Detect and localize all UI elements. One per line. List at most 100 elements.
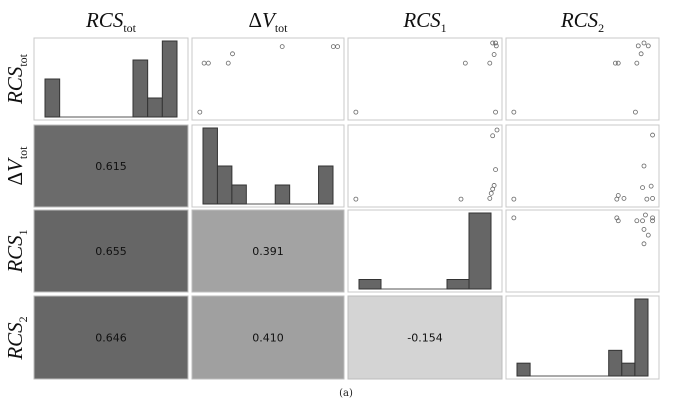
scatter-point <box>462 60 468 66</box>
column-label: RCStot <box>33 8 189 36</box>
correlation-value: -0.154 <box>407 332 442 345</box>
scatter-point <box>353 109 359 115</box>
delta-symbol: Δ <box>248 8 262 32</box>
scatter-point <box>635 43 641 49</box>
label-subscript: tot <box>123 21 136 35</box>
label-subscript: tot <box>274 21 288 35</box>
column-label: RCS2 <box>505 8 660 36</box>
panel-frame <box>191 37 345 121</box>
scatter-point <box>615 193 621 198</box>
histogram-bar <box>468 212 492 290</box>
correlation-cell <box>33 124 189 208</box>
scatter-point <box>645 43 651 49</box>
label-base: RCS <box>560 8 599 32</box>
scatter-point <box>650 218 655 224</box>
scatter-point <box>494 127 500 133</box>
histogram-bar <box>608 349 623 377</box>
histogram-bar <box>44 78 61 118</box>
scatter-point <box>493 43 499 49</box>
histogram-bar <box>634 298 649 377</box>
panel-frame <box>347 37 503 121</box>
histogram-bar <box>216 165 233 205</box>
histogram-bar <box>446 279 470 290</box>
histogram-bar <box>274 184 291 205</box>
histogram-bar <box>621 362 636 377</box>
histogram-bar <box>231 184 247 205</box>
scatter-point <box>615 60 621 66</box>
correlation-value: 0.615 <box>95 160 127 173</box>
scatter-point <box>638 51 644 57</box>
scatter-point <box>645 232 651 238</box>
scatter-point <box>650 195 655 201</box>
scatter-point <box>335 44 340 49</box>
scatter-point <box>641 241 647 247</box>
histogram-bar <box>516 362 531 377</box>
label-subscript: 2 <box>598 21 605 35</box>
histogram-bar <box>202 127 218 205</box>
scatter-point <box>511 109 517 115</box>
scatter-point <box>634 60 640 66</box>
scatter-point <box>641 163 647 169</box>
histogram-bar <box>161 40 178 118</box>
correlation-cell <box>191 209 345 293</box>
scatter-point <box>458 196 464 202</box>
scatter-point <box>491 52 497 57</box>
panel-frame <box>505 37 660 121</box>
scatter-point <box>487 195 493 201</box>
scatter-point <box>621 195 627 201</box>
scatter-point <box>633 109 638 115</box>
scatter-point <box>640 185 645 191</box>
scatter-point <box>640 218 645 224</box>
correlation-value: 0.410 <box>252 332 284 345</box>
label-subscript: 1 <box>440 21 447 35</box>
scatter-point <box>493 167 498 173</box>
correlation-cell <box>33 209 189 293</box>
histogram-bar <box>132 59 149 118</box>
scatter-point <box>230 51 235 57</box>
scatter-point <box>197 109 203 115</box>
correlation-value: 0.646 <box>95 332 127 345</box>
scatter-point <box>488 190 494 196</box>
scatter-point <box>612 60 618 66</box>
scatter-point <box>643 212 648 218</box>
scatter-point <box>634 218 640 224</box>
scatter-point <box>641 226 647 232</box>
correlation-cell <box>33 295 189 380</box>
scatter-point <box>641 40 647 46</box>
scatter-point <box>511 196 517 202</box>
scatter-point <box>490 133 496 139</box>
scatter-point <box>644 196 650 202</box>
label-base: RCS <box>403 8 441 32</box>
column-label: RCS1 <box>347 8 503 36</box>
panel-frame <box>505 124 660 208</box>
scatter-point <box>648 183 654 189</box>
histogram-bar <box>318 165 334 205</box>
scatter-point <box>225 60 231 66</box>
scatter-point <box>650 215 655 221</box>
scatter-point <box>511 215 517 221</box>
correlation-value: 0.655 <box>95 245 127 258</box>
scatter-point <box>493 109 498 115</box>
histogram-bar <box>358 279 382 290</box>
panel-frame <box>347 124 503 208</box>
label-base: V <box>262 8 275 32</box>
figure-caption: (a) <box>339 388 353 399</box>
scatter-point <box>487 60 493 66</box>
scatter-point <box>490 40 496 46</box>
histogram-bar <box>147 97 163 118</box>
scatter-point <box>491 183 497 188</box>
scatter-point <box>650 132 655 138</box>
correlation-value: 0.391 <box>252 245 284 258</box>
panel-frame <box>505 209 660 293</box>
scatter-point <box>353 196 359 202</box>
correlation-cell <box>191 295 345 380</box>
label-base: RCS <box>85 8 124 32</box>
scatter-point <box>493 40 498 46</box>
correlation-cell <box>347 295 503 380</box>
scatter-point <box>279 44 285 49</box>
column-label: ΔVtot <box>191 8 345 36</box>
scatter-point <box>205 60 211 66</box>
scatter-point <box>615 218 621 224</box>
